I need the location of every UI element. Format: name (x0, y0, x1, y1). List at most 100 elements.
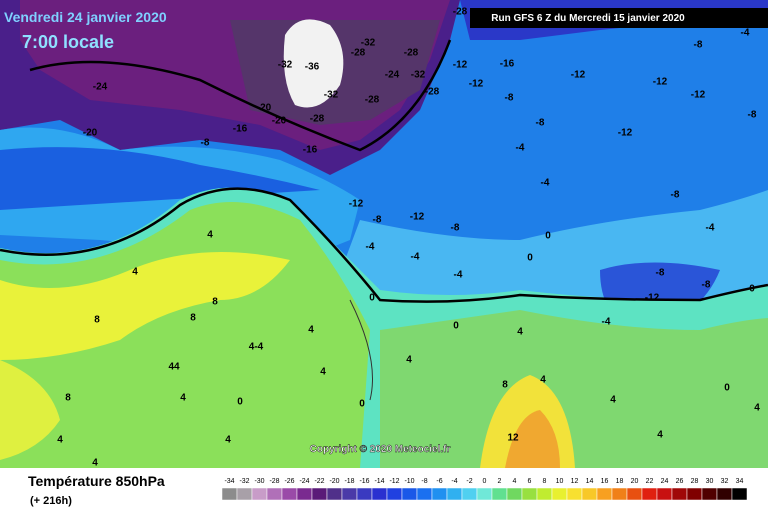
contour-label: 4-4 (249, 342, 264, 353)
scale-label: 30 (706, 478, 714, 485)
scale-swatch (671, 487, 688, 501)
zero-isotherm (0, 187, 768, 303)
contour-label: 4 (57, 435, 63, 446)
contour-label: 0 (749, 284, 755, 295)
contour-label: -28 (404, 48, 419, 59)
contour-label: -8 (748, 110, 757, 121)
date: Vendredi 24 janvier 2020 (4, 9, 167, 25)
scale-swatch (596, 487, 613, 501)
scale-swatch (581, 487, 598, 501)
contour-label: -32 (361, 38, 376, 49)
scale-label: -18 (344, 478, 354, 485)
scale-swatch (236, 487, 253, 501)
scale-label: -32 (239, 478, 249, 485)
footer-lead: (+ 216h) (30, 495, 72, 507)
map-region (0, 360, 60, 460)
scale-swatch (296, 487, 313, 501)
scale-label: 28 (691, 478, 699, 485)
scale-swatch (611, 487, 628, 501)
scale-label: -22 (314, 478, 324, 485)
scale-label: -4 (451, 478, 457, 485)
contour-label: 4 (657, 430, 663, 441)
contour-label: 8 (65, 393, 71, 404)
contour-label: -12 (453, 60, 468, 71)
scale-label: 12 (571, 478, 579, 485)
contour-label: -8 (671, 190, 680, 201)
map: -24-20-32 -36-32-28 -28-32-28-24-20-20 -28-… (0, 0, 768, 469)
isotherm (29, 39, 452, 152)
scale-label: -6 (436, 478, 442, 485)
contour-label: -24 (385, 70, 400, 81)
contour-label: -4 (706, 223, 715, 234)
contour-label: -20 (272, 116, 287, 127)
scale-label: -10 (404, 478, 414, 485)
contour-label: 0 (359, 399, 365, 410)
contour-label: 4 (225, 435, 231, 446)
contour-label: 4 (610, 395, 616, 406)
scale-swatch (251, 487, 268, 501)
contour-label: -32 (411, 70, 426, 81)
scale-swatch (386, 487, 403, 501)
contour-label: -20 (257, 103, 272, 114)
contour-label: 4 (406, 355, 412, 366)
run-box (470, 8, 768, 28)
contour-label: -32 (278, 60, 293, 71)
scale-swatch (626, 487, 643, 501)
contour-label: -8 (656, 268, 665, 279)
contour-label: 8 (190, 313, 196, 324)
contour-label: -28 (351, 48, 366, 59)
scale-label: -24 (299, 478, 309, 485)
contour-label: -8 (702, 280, 711, 291)
contour-label: 4 (132, 267, 138, 278)
contour-label: 4 (320, 367, 326, 378)
scale-swatch (701, 487, 718, 501)
scale-label: 16 (601, 478, 609, 485)
scale-swatch (566, 487, 583, 501)
contour-label: 0 (545, 231, 551, 242)
scale-swatch (281, 487, 298, 501)
scale-label: -28 (269, 478, 279, 485)
scale-swatch (551, 487, 568, 501)
scale-label: -8 (421, 478, 427, 485)
contour-label: -12 (653, 77, 668, 88)
contour-label: -12 (618, 128, 633, 139)
contour-label: -16 (303, 145, 318, 156)
contour-label: -4 (366, 242, 375, 253)
map-region (283, 19, 344, 108)
contour-label: 4 (308, 325, 314, 336)
scale-label: 26 (676, 478, 684, 485)
map-labels: -24-20-32 -36-32-28 -28-32-28-24-20-20 -28-… (57, 7, 760, 469)
scale-swatch (506, 487, 523, 501)
color-scale: -34 -32 -30 -28 -26 -24 -22 -20 -18 -16 -14 -12 -10-… (221, 478, 748, 501)
scale-label: 20 (631, 478, 639, 485)
scale-label: -30 (254, 478, 264, 485)
contour-label: -12 (571, 70, 586, 81)
contour-label: -4 (602, 317, 611, 328)
contour-label: -32 (324, 90, 339, 101)
contour-label: -12 (410, 212, 425, 223)
contour-label: -8 (373, 215, 382, 226)
contour-label: 8 (502, 380, 508, 391)
contour-label: -16 (500, 59, 515, 70)
contour-label: 4 (754, 403, 760, 414)
contour-label: 4 (92, 458, 98, 469)
contour-label: -8 (201, 138, 210, 149)
contour-label: -12 (349, 199, 364, 210)
scale-swatch (356, 487, 373, 501)
scale-swatch (641, 487, 658, 501)
scale-swatch (266, 487, 283, 501)
contour-label: -28 (365, 95, 380, 106)
scale-label: -34 (224, 478, 234, 485)
contour-label: 0 (453, 321, 459, 332)
contour-label: -4 (516, 143, 525, 154)
scale-swatch (401, 487, 418, 501)
contour-label: 44 (168, 362, 180, 373)
contour-label: -8 (451, 223, 460, 234)
contour-label: -36 (305, 62, 320, 73)
scale-swatch (656, 487, 673, 501)
scale-swatch (731, 487, 748, 501)
scale-label: -12 (389, 478, 399, 485)
map-region (505, 410, 560, 468)
contour-label: 4 (517, 327, 523, 338)
scale-swatch (446, 487, 463, 501)
